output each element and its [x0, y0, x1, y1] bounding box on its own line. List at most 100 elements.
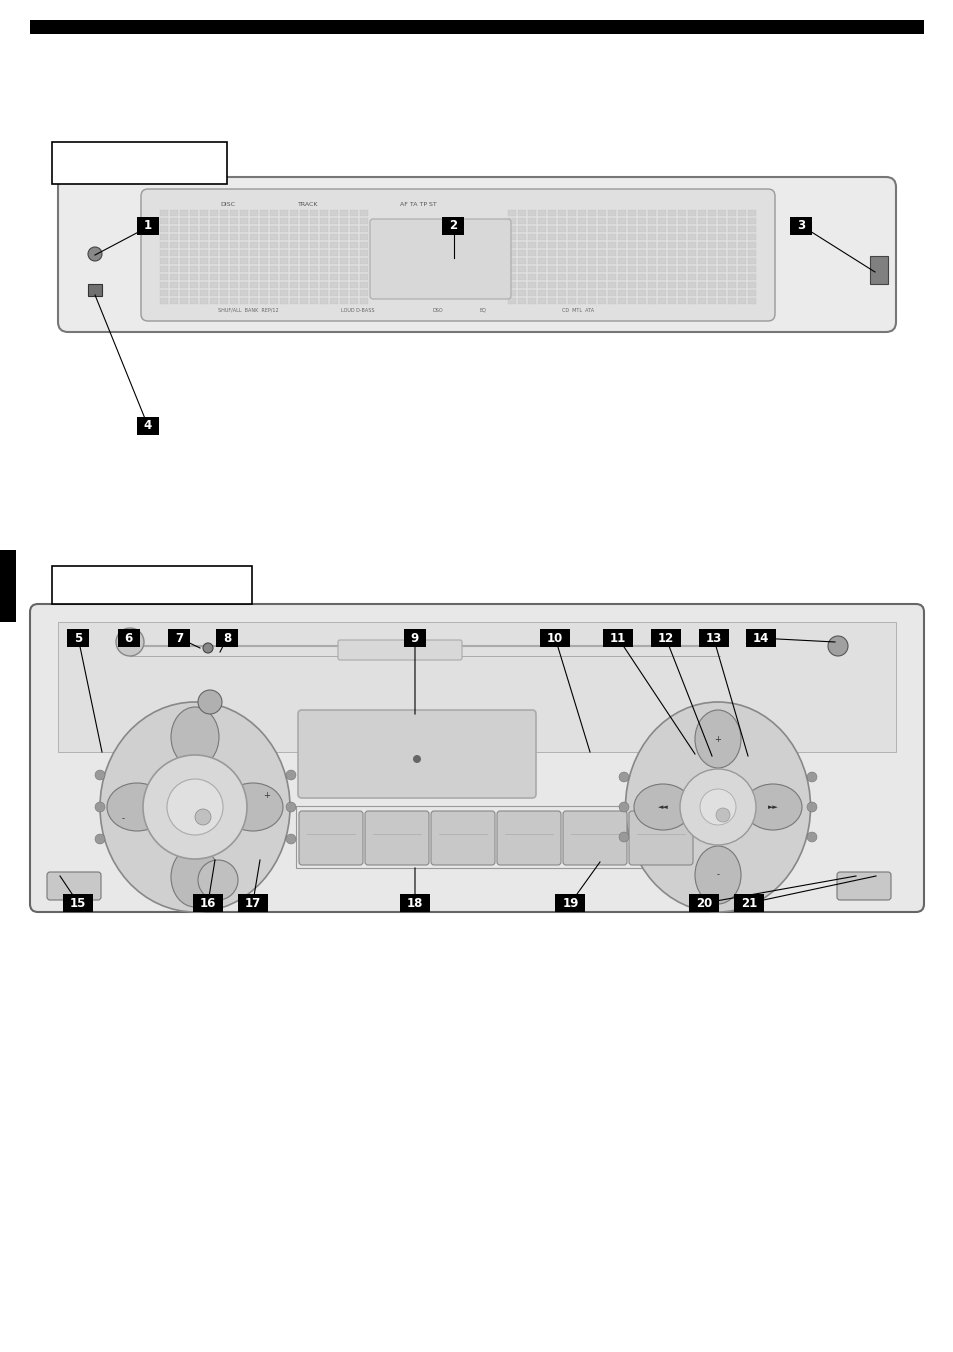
- Bar: [330, 210, 337, 216]
- Text: 16: 16: [199, 896, 216, 910]
- Bar: [547, 250, 556, 256]
- Bar: [58, 622, 895, 752]
- Bar: [230, 283, 237, 288]
- Bar: [339, 274, 348, 280]
- Bar: [290, 274, 297, 280]
- Bar: [319, 274, 328, 280]
- Bar: [747, 289, 755, 296]
- Bar: [527, 226, 536, 233]
- Bar: [260, 297, 268, 304]
- Bar: [180, 297, 188, 304]
- Bar: [747, 266, 755, 272]
- Bar: [240, 242, 248, 247]
- Bar: [260, 250, 268, 256]
- Bar: [339, 242, 348, 247]
- Bar: [707, 234, 716, 241]
- Bar: [567, 226, 576, 233]
- Bar: [210, 274, 218, 280]
- Bar: [517, 283, 525, 288]
- Bar: [350, 234, 357, 241]
- Bar: [170, 266, 178, 272]
- FancyBboxPatch shape: [30, 604, 923, 913]
- Bar: [260, 266, 268, 272]
- Bar: [160, 258, 168, 264]
- Bar: [359, 242, 368, 247]
- Bar: [299, 234, 308, 241]
- Bar: [747, 258, 755, 264]
- Bar: [678, 258, 685, 264]
- Bar: [350, 242, 357, 247]
- Text: 6: 6: [125, 631, 132, 645]
- Bar: [747, 242, 755, 247]
- Text: 14: 14: [752, 631, 769, 645]
- Bar: [678, 283, 685, 288]
- Bar: [587, 242, 596, 247]
- Bar: [260, 242, 268, 247]
- Bar: [678, 250, 685, 256]
- Bar: [210, 226, 218, 233]
- Bar: [627, 258, 636, 264]
- Bar: [240, 266, 248, 272]
- Bar: [250, 283, 257, 288]
- Bar: [160, 210, 168, 216]
- Bar: [250, 226, 257, 233]
- Bar: [698, 283, 705, 288]
- Bar: [160, 234, 168, 241]
- Bar: [117, 629, 140, 648]
- Bar: [547, 242, 556, 247]
- Bar: [618, 234, 625, 241]
- Bar: [350, 218, 357, 224]
- Bar: [727, 218, 735, 224]
- Bar: [240, 283, 248, 288]
- Bar: [688, 894, 719, 913]
- Bar: [738, 210, 745, 216]
- Circle shape: [143, 754, 247, 859]
- Bar: [547, 210, 556, 216]
- Bar: [587, 210, 596, 216]
- Bar: [718, 250, 725, 256]
- Bar: [136, 216, 159, 235]
- Bar: [627, 283, 636, 288]
- FancyBboxPatch shape: [141, 189, 774, 320]
- Bar: [290, 297, 297, 304]
- Bar: [527, 210, 536, 216]
- Circle shape: [95, 802, 105, 813]
- Bar: [250, 266, 257, 272]
- Bar: [727, 297, 735, 304]
- Bar: [618, 210, 625, 216]
- Bar: [638, 226, 645, 233]
- Bar: [290, 266, 297, 272]
- Bar: [220, 289, 228, 296]
- Bar: [330, 226, 337, 233]
- Text: -: -: [716, 871, 719, 880]
- Bar: [299, 250, 308, 256]
- Bar: [260, 289, 268, 296]
- Bar: [618, 274, 625, 280]
- Bar: [555, 894, 585, 913]
- Bar: [678, 210, 685, 216]
- Bar: [727, 250, 735, 256]
- Bar: [290, 283, 297, 288]
- Bar: [200, 297, 208, 304]
- Bar: [441, 216, 464, 235]
- FancyBboxPatch shape: [298, 811, 363, 865]
- Bar: [598, 274, 605, 280]
- Text: 11: 11: [609, 631, 626, 645]
- Bar: [250, 242, 257, 247]
- Bar: [658, 234, 665, 241]
- Bar: [200, 226, 208, 233]
- Bar: [687, 297, 696, 304]
- Bar: [270, 218, 277, 224]
- Bar: [647, 218, 656, 224]
- Ellipse shape: [634, 784, 691, 830]
- Bar: [200, 210, 208, 216]
- Text: 21: 21: [740, 896, 757, 910]
- Bar: [527, 218, 536, 224]
- Bar: [30, 20, 923, 34]
- Bar: [240, 258, 248, 264]
- Text: 19: 19: [561, 896, 578, 910]
- Bar: [210, 234, 218, 241]
- Bar: [280, 274, 288, 280]
- Bar: [869, 256, 887, 284]
- Bar: [578, 242, 585, 247]
